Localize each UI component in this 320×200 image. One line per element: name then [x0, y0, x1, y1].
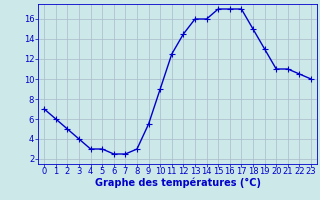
X-axis label: Graphe des températures (°C): Graphe des températures (°C) [95, 177, 260, 188]
